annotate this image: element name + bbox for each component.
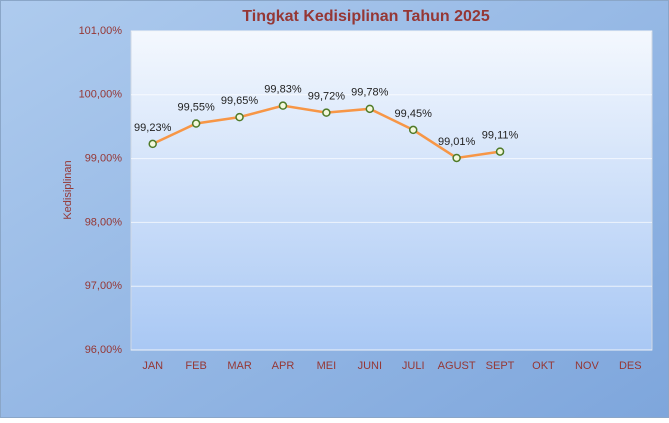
y-tick-label: 99,00% [85, 153, 123, 165]
x-tick-label: SEPT [486, 360, 515, 372]
y-tick-label: 100,00% [79, 89, 123, 101]
x-tick-label: DES [619, 360, 642, 372]
x-tick-label: FEB [185, 360, 206, 372]
x-tick-label: APR [272, 360, 295, 372]
data-label: 99,78% [351, 87, 389, 99]
marker [452, 153, 461, 163]
marker [235, 112, 244, 122]
data-label: 99,23% [134, 122, 172, 134]
marker [148, 139, 157, 149]
x-tick-label: AGUST [438, 360, 476, 372]
x-tick-label: JAN [142, 360, 163, 372]
data-label: 99,72% [308, 91, 346, 103]
y-tick-label: 97,00% [85, 280, 123, 292]
y-tick-label: 101,00% [79, 25, 123, 37]
data-label: 99,11% [482, 129, 519, 141]
marker [365, 104, 375, 114]
data-label: 99,45% [395, 108, 433, 120]
data-label: 99,83% [264, 84, 302, 96]
x-tick-label: JULI [402, 360, 425, 372]
x-tick-label: MEI [317, 360, 337, 372]
x-tick-label: NOV [575, 360, 600, 372]
plot-area [130, 30, 653, 351]
x-tick-label: MAR [227, 360, 252, 372]
data-label: 99,65% [221, 95, 259, 107]
marker [191, 119, 201, 128]
y-axis-label: Kedisiplinan [62, 160, 74, 219]
marker [408, 125, 418, 135]
y-tick-label: 98,00% [85, 216, 123, 228]
data-label: 99,55% [177, 101, 215, 113]
x-tick-label: OKT [532, 360, 555, 372]
marker [278, 101, 288, 110]
y-tick-label: 96,00% [85, 344, 123, 356]
marker [495, 147, 505, 156]
marker [322, 108, 331, 117]
data-label: 99,01% [438, 136, 476, 148]
x-tick-label: JUNI [358, 360, 382, 372]
chart-title: Tingkat Kedisiplinan Tahun 2025 [242, 8, 490, 25]
